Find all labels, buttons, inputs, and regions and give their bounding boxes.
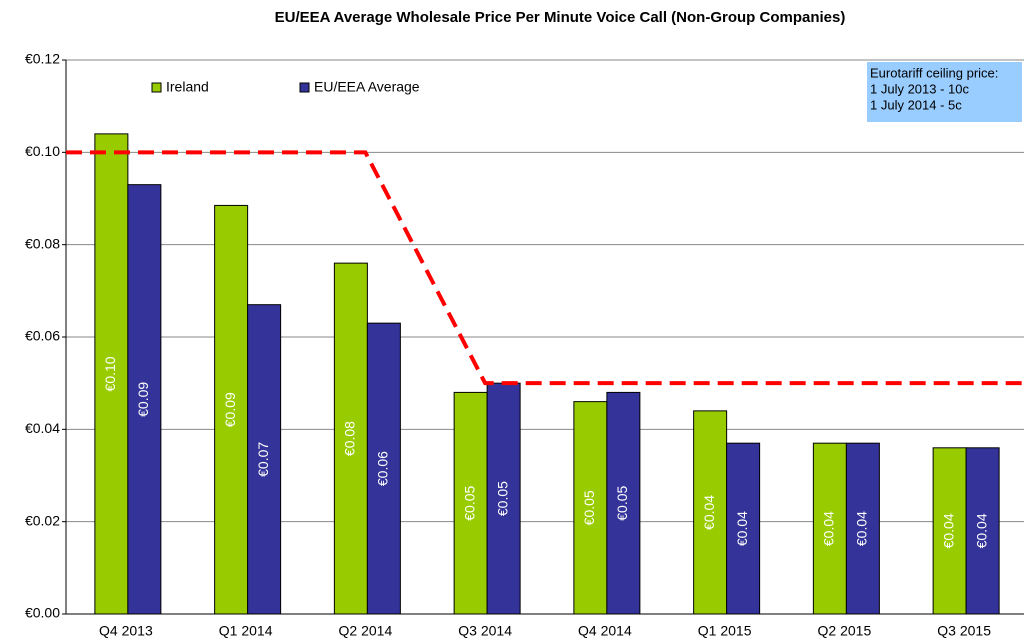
- bar: [247, 304, 282, 615]
- legend-label: EU/EEA Average: [314, 79, 420, 95]
- y-tick-label: €0.08: [25, 235, 60, 251]
- y-tick-label: €0.00: [25, 605, 60, 621]
- bar: [693, 410, 728, 615]
- chart-title: EU/EEA Average Wholesale Price Per Minut…: [275, 9, 846, 26]
- y-tick-label: €0.02: [25, 512, 60, 528]
- bar: [94, 133, 129, 615]
- value-label: €0.05: [461, 485, 477, 520]
- x-tick-label: Q4 2013: [99, 623, 153, 639]
- value-label: €0.07: [255, 442, 271, 477]
- x-tick-label: Q2 2015: [818, 623, 872, 639]
- value-label: €0.04: [734, 511, 750, 546]
- legend-swatch: [151, 82, 162, 93]
- bar: [453, 391, 488, 615]
- x-tick-label: Q2 2014: [339, 623, 393, 639]
- bar: [726, 442, 761, 615]
- value-label: €0.09: [222, 392, 238, 427]
- value-label: €0.09: [135, 382, 151, 417]
- bar: [573, 401, 608, 615]
- annotation-box: [867, 62, 1022, 122]
- bar: [845, 442, 880, 615]
- value-label: €0.05: [581, 490, 597, 525]
- bar: [932, 447, 967, 615]
- bar: [366, 322, 401, 615]
- value-label: €0.08: [342, 421, 358, 456]
- value-label: €0.06: [375, 451, 391, 486]
- x-tick-label: Q3 2015: [937, 623, 991, 639]
- value-label: €0.04: [701, 495, 717, 530]
- bar: [333, 262, 368, 615]
- bar: [214, 204, 249, 615]
- bar: [486, 382, 521, 615]
- y-tick-label: €0.12: [25, 51, 60, 67]
- x-tick-label: Q1 2015: [698, 623, 752, 639]
- annotation-text: 1 July 2013 - 10c: [870, 81, 970, 96]
- bar: [606, 391, 641, 615]
- y-tick-label: €0.06: [25, 328, 60, 344]
- value-label: €0.04: [973, 513, 989, 548]
- x-tick-label: Q4 2014: [578, 623, 632, 639]
- y-tick-label: €0.04: [25, 420, 60, 436]
- bar: [127, 184, 162, 615]
- ceiling-line: [66, 150, 1024, 386]
- annotation-text: 1 July 2014 - 5c: [870, 97, 962, 112]
- value-label: €0.04: [821, 511, 837, 546]
- x-tick-label: Q1 2014: [219, 623, 273, 639]
- value-label: €0.10: [102, 356, 118, 391]
- bar: [965, 447, 1000, 615]
- bar: [812, 442, 847, 615]
- y-tick-label: €0.10: [25, 143, 60, 159]
- legend-swatch: [299, 82, 310, 93]
- x-tick-label: Q3 2014: [458, 623, 512, 639]
- value-label: €0.04: [854, 511, 870, 546]
- value-label: €0.05: [494, 481, 510, 516]
- annotation-text: Eurotariff ceiling price:: [870, 65, 998, 80]
- value-label: €0.04: [940, 513, 956, 548]
- legend-label: Ireland: [166, 79, 209, 95]
- value-label: €0.05: [614, 485, 630, 520]
